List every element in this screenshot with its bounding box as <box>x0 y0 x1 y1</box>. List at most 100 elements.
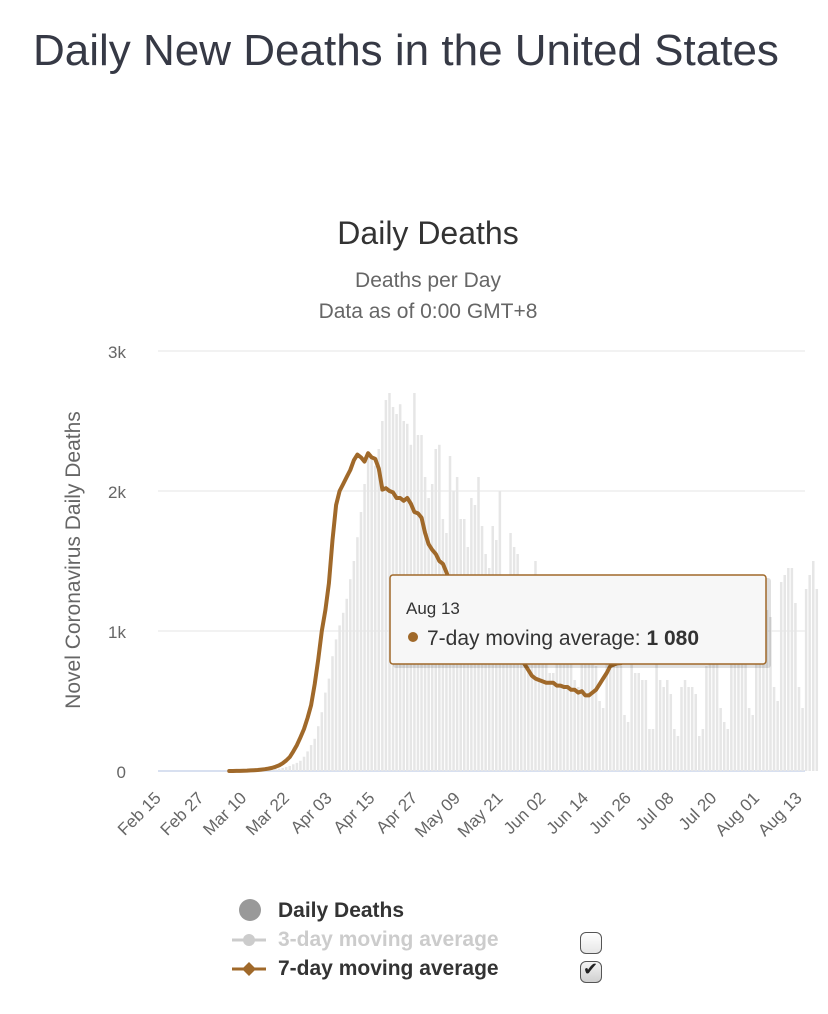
bar <box>722 722 726 771</box>
bar <box>562 631 566 771</box>
legend-item-7-day-moving-average[interactable]: 7-day moving average ✔ <box>232 954 632 983</box>
bar <box>633 673 637 771</box>
bar <box>683 680 687 771</box>
bar <box>776 701 779 771</box>
bar <box>331 656 334 771</box>
bar <box>630 652 633 771</box>
bar <box>587 631 591 771</box>
bar <box>623 715 626 771</box>
checkbox-3-day-moving-average[interactable] <box>580 932 602 954</box>
bar <box>541 603 544 771</box>
bar <box>605 638 608 771</box>
tooltip-colon: : <box>635 627 647 650</box>
legend-item-3-day-moving-average[interactable]: 3-day moving average <box>232 925 632 954</box>
bar <box>790 568 794 771</box>
bar <box>794 603 797 771</box>
legend-line-circle-icon <box>232 934 266 946</box>
y-tick-label: 1k <box>108 623 126 642</box>
bar <box>377 449 381 771</box>
bar <box>658 680 662 771</box>
x-tick-label: Apr 03 <box>287 788 336 837</box>
x-tick-label: Jun 14 <box>543 788 593 838</box>
bar <box>705 666 708 771</box>
bar <box>815 589 819 771</box>
bar <box>487 568 491 771</box>
x-tick-label: Feb 27 <box>157 788 208 839</box>
bar <box>381 421 384 771</box>
bar <box>730 645 733 771</box>
bar <box>270 769 274 771</box>
bar <box>769 617 772 771</box>
bar <box>534 561 537 771</box>
bar <box>363 484 366 771</box>
bar <box>765 610 769 771</box>
tooltip-value: 1 080 <box>646 627 699 650</box>
y-axis-ticks: 0 1k 2k 3k <box>108 343 126 782</box>
bar <box>783 575 787 771</box>
bar <box>299 760 302 771</box>
bar <box>576 687 580 771</box>
bar <box>719 708 722 771</box>
legend-label: 3-day moving average <box>278 928 499 951</box>
bar <box>356 537 359 771</box>
tooltip-date: Aug 13 <box>406 599 460 618</box>
bar <box>737 610 740 771</box>
legend-item-daily-deaths[interactable]: Daily Deaths <box>232 896 632 925</box>
bar <box>309 745 313 771</box>
bar <box>676 736 680 771</box>
bar <box>762 589 765 771</box>
y-tick-label: 0 <box>117 763 126 782</box>
bar <box>277 768 281 771</box>
bar <box>655 659 658 771</box>
bar <box>320 712 324 771</box>
bar <box>349 579 352 771</box>
x-tick-label: Mar 10 <box>199 788 250 839</box>
bar <box>288 765 292 771</box>
bar <box>327 678 331 771</box>
bar <box>787 568 790 771</box>
bar <box>651 729 655 771</box>
x-tick-label: Feb 15 <box>114 788 165 839</box>
tooltip-series-name: 7-day moving average <box>427 627 635 650</box>
checkbox-7-day-moving-average[interactable]: ✔ <box>580 959 602 983</box>
bar <box>537 575 541 771</box>
bar <box>712 638 715 771</box>
bar <box>811 561 815 771</box>
page-title: Daily New Deaths in the United States <box>33 26 779 75</box>
bar <box>559 624 562 771</box>
bar <box>502 589 505 771</box>
x-tick-label: Aug 01 <box>712 788 764 840</box>
tooltip-series-dot <box>408 632 418 642</box>
bar <box>274 769 277 771</box>
bar <box>808 575 811 771</box>
bar <box>715 659 719 771</box>
bar <box>544 617 548 771</box>
bar <box>648 729 651 771</box>
bar <box>366 456 370 771</box>
bar <box>566 638 569 771</box>
bar <box>626 722 630 771</box>
bar <box>316 726 320 771</box>
bar <box>292 764 295 771</box>
tooltip-series-label: 7-day moving average: 1 080 <box>427 627 699 650</box>
chart: Daily Deaths Deaths per Day Data as of 0… <box>62 215 819 841</box>
bar <box>373 465 377 771</box>
legend-line-diamond-icon <box>232 962 266 976</box>
tooltip-box <box>389 574 767 665</box>
bar <box>669 694 673 771</box>
bar <box>726 729 730 771</box>
bar <box>698 736 701 771</box>
chart-subtitle-line-2: Data as of 0:00 GMT+8 <box>319 300 538 323</box>
bar <box>569 652 573 771</box>
bar <box>701 729 705 771</box>
bar <box>341 612 345 771</box>
bar <box>665 680 669 771</box>
bar <box>747 708 751 771</box>
bar <box>687 687 690 771</box>
bar <box>598 701 601 771</box>
chart-subtitle-line-1: Deaths per Day <box>355 269 501 292</box>
bar <box>523 589 527 771</box>
legend-circle-icon <box>239 899 261 921</box>
y-tick-label: 2k <box>108 483 126 502</box>
